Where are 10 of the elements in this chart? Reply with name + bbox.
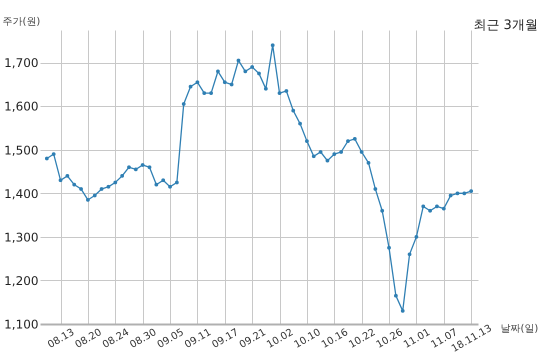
x-axis-title: 날짜(일) [500, 324, 538, 334]
y-tick-label: 1,700 [4, 56, 38, 70]
y-tick-label: 1,200 [4, 274, 38, 288]
text: 최근 3개월 [473, 18, 538, 33]
y-axis-title: 주가(원) [2, 16, 40, 28]
y-tick-label: 1,300 [4, 230, 38, 244]
y-tick-label: 1,500 [4, 143, 38, 158]
y-tick-label: 1,600 [4, 100, 38, 114]
y-tick-label: 1,400 [4, 186, 38, 201]
y-tick-label: 1,100 [4, 318, 38, 332]
